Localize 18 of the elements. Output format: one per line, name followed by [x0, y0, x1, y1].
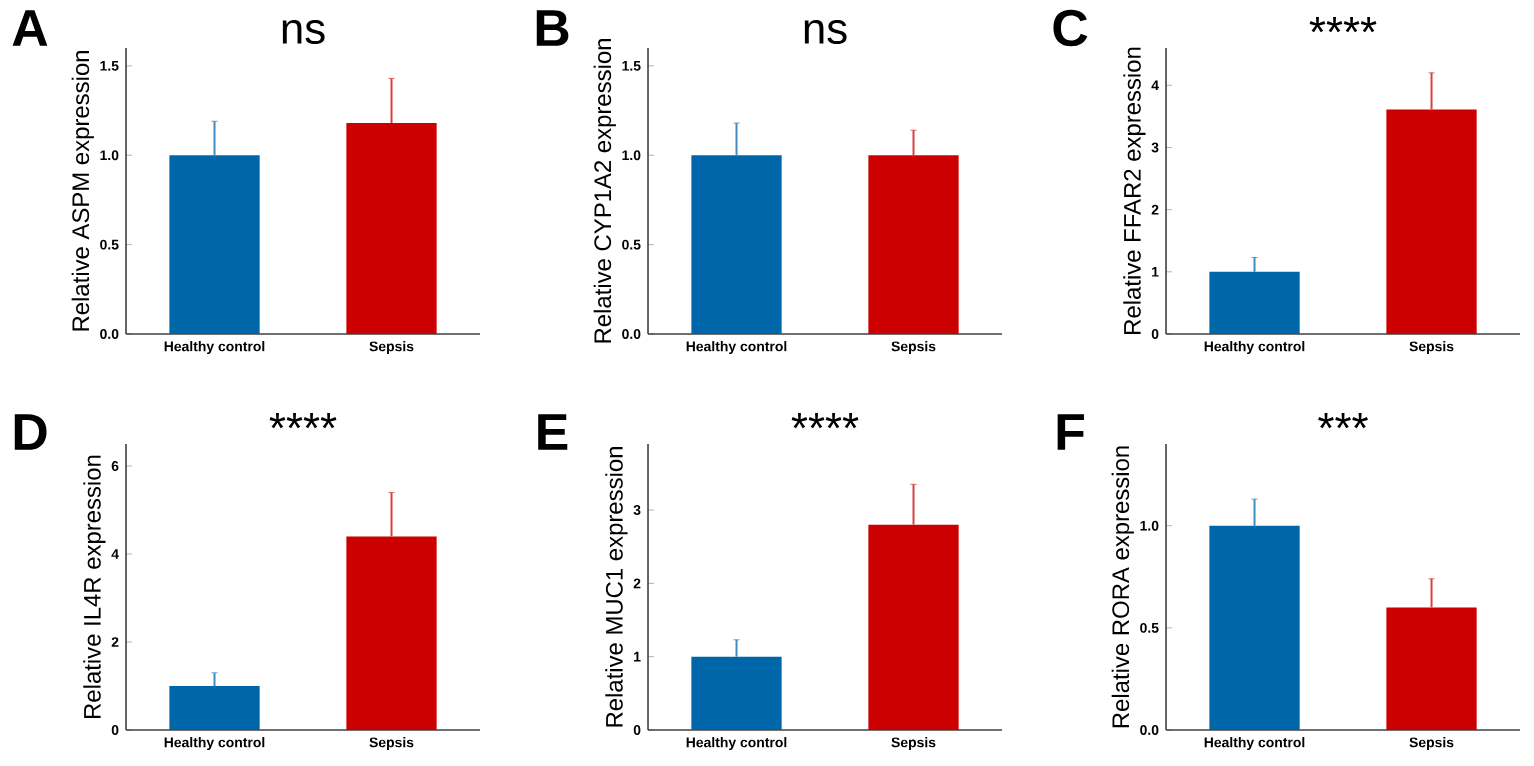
text: A — [12, 10, 48, 46]
chart-title: **** — [791, 412, 859, 429]
y-axis-title: Relative ASPM expression — [71, 51, 94, 331]
y-axis-title: Relative MUC1 expression — [605, 447, 628, 727]
text: F — [1057, 414, 1084, 450]
text: D — [14, 414, 47, 450]
chart-title: ns — [282, 20, 325, 45]
y-axis-title: Relative CYP1A2 expression — [593, 39, 616, 343]
chart-title: **** — [269, 412, 337, 429]
text: C — [1053, 9, 1088, 47]
y-axis-title: Relative IL4R expression — [83, 455, 106, 718]
y-axis-title: Relative RORA expression — [1111, 446, 1134, 728]
chart-title: ns — [804, 20, 847, 45]
text: B — [536, 10, 569, 46]
chart-title: *** — [1318, 412, 1368, 429]
y-axis-title: Relative FFAR2 expression — [1123, 47, 1146, 334]
chart-title: **** — [1309, 16, 1377, 33]
text: E — [538, 414, 568, 450]
